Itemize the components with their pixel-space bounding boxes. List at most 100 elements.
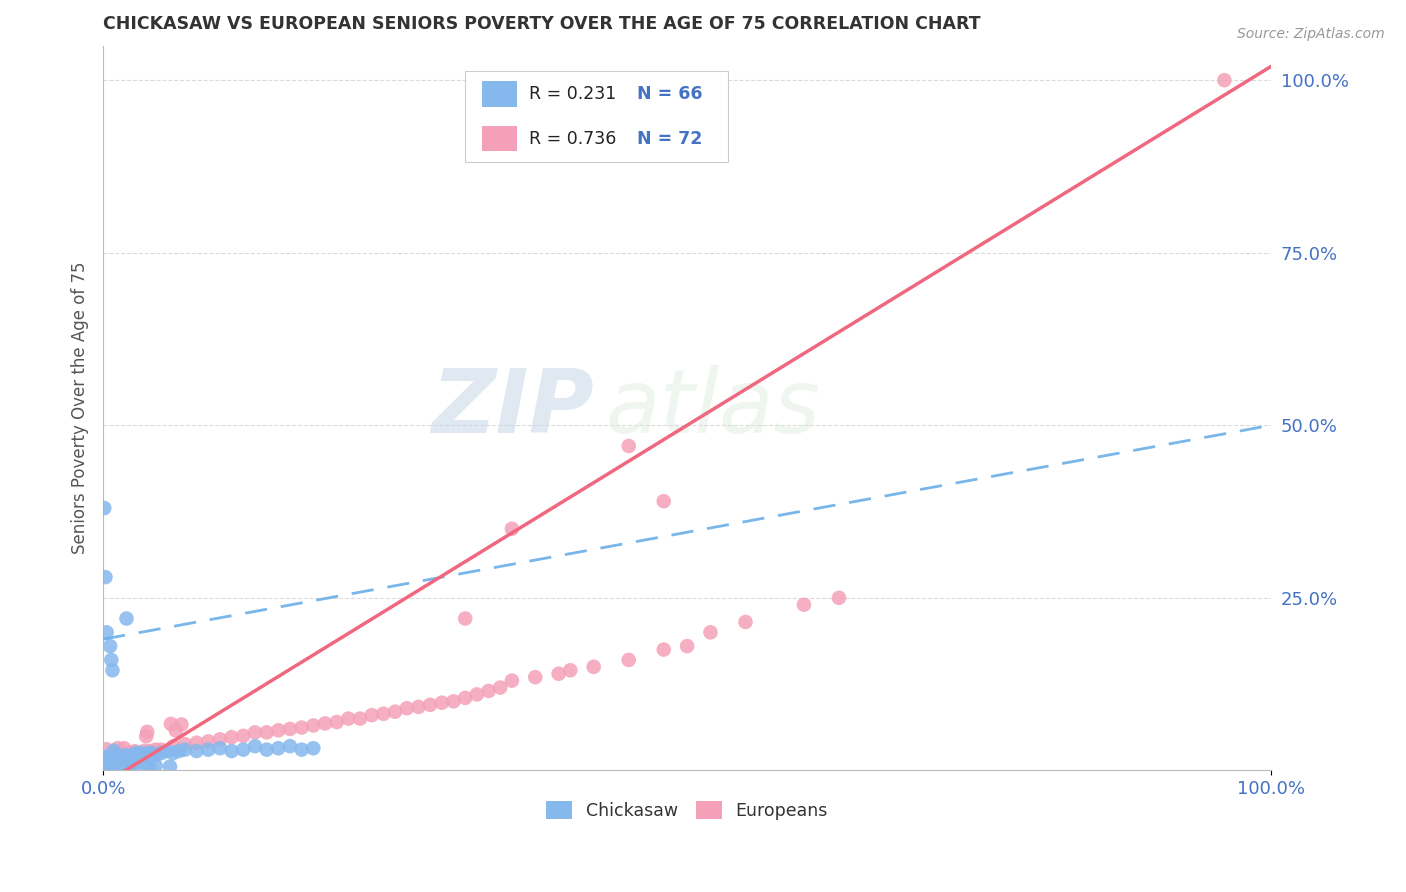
- Point: [165, 723, 187, 738]
- Point: [145, 758, 167, 772]
- Point: [112, 749, 135, 764]
- Point: [104, 751, 127, 765]
- Point: [98, 639, 121, 653]
- Point: [221, 744, 243, 758]
- FancyBboxPatch shape: [481, 81, 516, 106]
- Point: [159, 759, 181, 773]
- Point: [121, 748, 143, 763]
- Point: [117, 753, 139, 767]
- Point: [167, 744, 190, 758]
- Point: [117, 753, 139, 767]
- Point: [110, 753, 132, 767]
- Point: [325, 714, 347, 729]
- Point: [96, 742, 118, 756]
- Point: [93, 501, 115, 516]
- Point: [103, 759, 125, 773]
- Point: [110, 755, 132, 769]
- Point: [156, 744, 179, 758]
- Point: [127, 749, 149, 764]
- Point: [110, 755, 132, 769]
- Point: [114, 751, 136, 765]
- Point: [98, 756, 121, 771]
- Point: [477, 684, 499, 698]
- Point: [232, 742, 254, 756]
- Point: [197, 742, 219, 756]
- Point: [103, 751, 125, 765]
- Point: [256, 742, 278, 756]
- FancyBboxPatch shape: [465, 71, 728, 161]
- Point: [93, 759, 115, 773]
- Point: [360, 708, 382, 723]
- Point: [139, 748, 162, 763]
- Point: [103, 754, 125, 768]
- Point: [278, 722, 301, 736]
- Point: [118, 749, 141, 764]
- Point: [134, 753, 156, 767]
- Point: [98, 755, 121, 769]
- Point: [107, 753, 129, 767]
- Point: [105, 756, 128, 771]
- Point: [408, 699, 430, 714]
- Point: [243, 725, 266, 739]
- Point: [141, 746, 163, 760]
- Point: [443, 694, 465, 708]
- Point: [111, 751, 134, 765]
- Point: [104, 751, 127, 765]
- Point: [100, 756, 122, 771]
- Point: [103, 756, 125, 771]
- Point: [1213, 73, 1236, 87]
- Point: [652, 642, 675, 657]
- Point: [105, 751, 128, 765]
- Point: [125, 746, 148, 760]
- Point: [107, 750, 129, 764]
- Point: [127, 746, 149, 760]
- Point: [186, 736, 208, 750]
- Point: [150, 746, 173, 760]
- Point: [267, 741, 290, 756]
- Point: [136, 746, 159, 760]
- Point: [104, 755, 127, 769]
- Text: N = 66: N = 66: [637, 85, 703, 103]
- Point: [256, 725, 278, 739]
- Text: atlas: atlas: [606, 365, 820, 451]
- Text: R = 0.736: R = 0.736: [530, 130, 617, 148]
- Point: [232, 729, 254, 743]
- Point: [111, 753, 134, 767]
- Point: [121, 748, 143, 763]
- Point: [105, 757, 128, 772]
- Point: [395, 701, 418, 715]
- Y-axis label: Seniors Poverty Over the Age of 75: Seniors Poverty Over the Age of 75: [72, 261, 89, 554]
- Point: [454, 611, 477, 625]
- Point: [454, 690, 477, 705]
- Text: R = 0.231: R = 0.231: [530, 85, 617, 103]
- Point: [97, 755, 120, 769]
- Point: [560, 663, 582, 677]
- Point: [108, 749, 131, 764]
- Point: [104, 755, 127, 769]
- Point: [111, 753, 134, 767]
- Point: [97, 751, 120, 765]
- Point: [430, 696, 453, 710]
- Point: [173, 742, 195, 756]
- Point: [734, 615, 756, 629]
- Point: [547, 666, 569, 681]
- Point: [145, 748, 167, 763]
- Point: [100, 758, 122, 772]
- Point: [93, 758, 115, 772]
- Point: [111, 757, 134, 772]
- Point: [699, 625, 721, 640]
- Point: [828, 591, 851, 605]
- Point: [337, 712, 360, 726]
- Point: [524, 670, 547, 684]
- Point: [617, 653, 640, 667]
- Point: [112, 758, 135, 772]
- Point: [101, 663, 124, 677]
- Point: [173, 737, 195, 751]
- Point: [112, 756, 135, 771]
- Point: [373, 706, 395, 721]
- Point: [135, 729, 157, 743]
- Point: [93, 752, 115, 766]
- Point: [93, 761, 115, 775]
- Point: [115, 757, 138, 772]
- Point: [105, 753, 128, 767]
